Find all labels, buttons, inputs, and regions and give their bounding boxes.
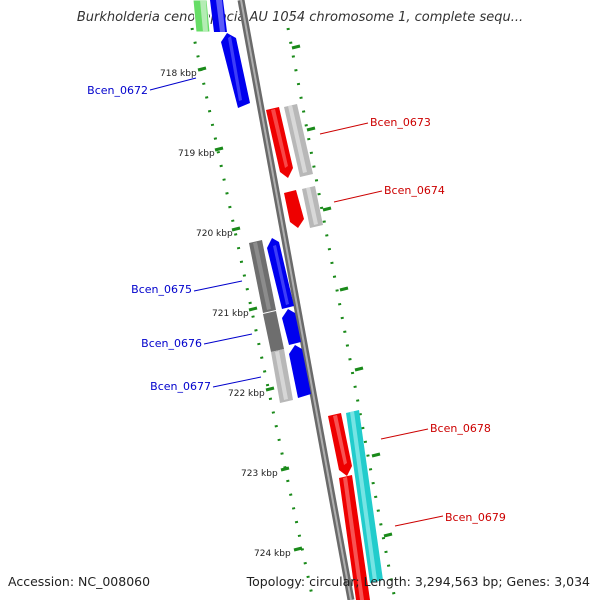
gene-feature-bcen-0676[interactable]: [263, 309, 301, 352]
gene-feature-bcen-0675[interactable]: [249, 238, 294, 313]
leader-bcen-0675: [193, 280, 243, 292]
leader-bcen-0673: [319, 122, 369, 135]
scale-label-720: 720 kbp: [196, 229, 233, 239]
gene-feature-bcen-0679[interactable]: [339, 475, 370, 600]
scale-tick: [293, 546, 303, 552]
leader-bcen-0677: [212, 376, 262, 388]
gene-label-bcen-0675: Bcen_0675: [131, 283, 192, 296]
label-leaders: [149, 77, 444, 527]
scale-ticks: [197, 44, 393, 552]
scale-label-724: 724 kbp: [254, 549, 291, 559]
gene-feature-bcen-0677[interactable]: [271, 345, 311, 403]
gene-label-bcen-0677: Bcen_0677: [150, 380, 211, 393]
cds-arrow: [282, 309, 301, 345]
gene-feature-bcen-0678[interactable]: [328, 410, 383, 583]
scale-label-718: 718 kbp: [160, 69, 197, 79]
scale-label-723: 723 kbp: [241, 469, 278, 479]
gene-label-bcen-0673: Bcen_0673: [370, 116, 431, 129]
leader-bcen-0674: [333, 190, 383, 203]
scale-tick: [231, 226, 241, 232]
leader-bcen-0678: [380, 428, 429, 440]
gene-feature-bcen-0672[interactable]: [221, 33, 250, 108]
leader-bcen-0672: [149, 77, 197, 91]
cds-arrow: [284, 190, 304, 228]
map-title: Burkholderia cenocepacia AU 1054 chromos…: [76, 10, 524, 25]
scale-label-721: 721 kbp: [212, 309, 249, 319]
gene-feature-bcen-0673[interactable]: [266, 104, 313, 178]
leader-bcen-0676: [203, 333, 253, 345]
leader-bcen-0679: [394, 515, 444, 527]
scale-label-719: 719 kbp: [178, 149, 215, 159]
gene-label-bcen-0674: Bcen_0674: [384, 184, 445, 197]
gene-label-bcen-0672: Bcen_0672: [87, 84, 148, 97]
scale-tick: [265, 386, 275, 392]
genome-summary-text: Topology: circular; Length: 3,294,563 bp…: [246, 574, 590, 589]
scale-tick: [248, 306, 258, 312]
partial-features-top[interactable]: [192, 0, 227, 33]
scale-tick: [214, 146, 224, 152]
gene-labels[interactable]: Bcen_0672 Bcen_0673 Bcen_0674 Bcen_0675 …: [87, 84, 506, 524]
accession-text: Accession: NC_008060: [8, 574, 151, 589]
right-dotted-ring: [286, 27, 397, 600]
scale-tick: [197, 66, 207, 72]
gene-label-bcen-0679: Bcen_0679: [445, 511, 506, 524]
gene-feature-bcen-0674[interactable]: [284, 186, 323, 228]
scale-tick: [280, 466, 290, 472]
sequence-backbone-highlight: [240, 0, 352, 600]
cog-feature-dark: [263, 311, 284, 352]
cds-arrow: [289, 345, 311, 398]
scale-labels: 718 kbp 719 kbp 720 kbp 721 kbp 722 kbp …: [160, 69, 291, 559]
scale-label-722: 722 kbp: [228, 389, 265, 399]
gene-label-bcen-0678: Bcen_0678: [430, 422, 491, 435]
gene-label-bcen-0676: Bcen_0676: [141, 337, 202, 350]
